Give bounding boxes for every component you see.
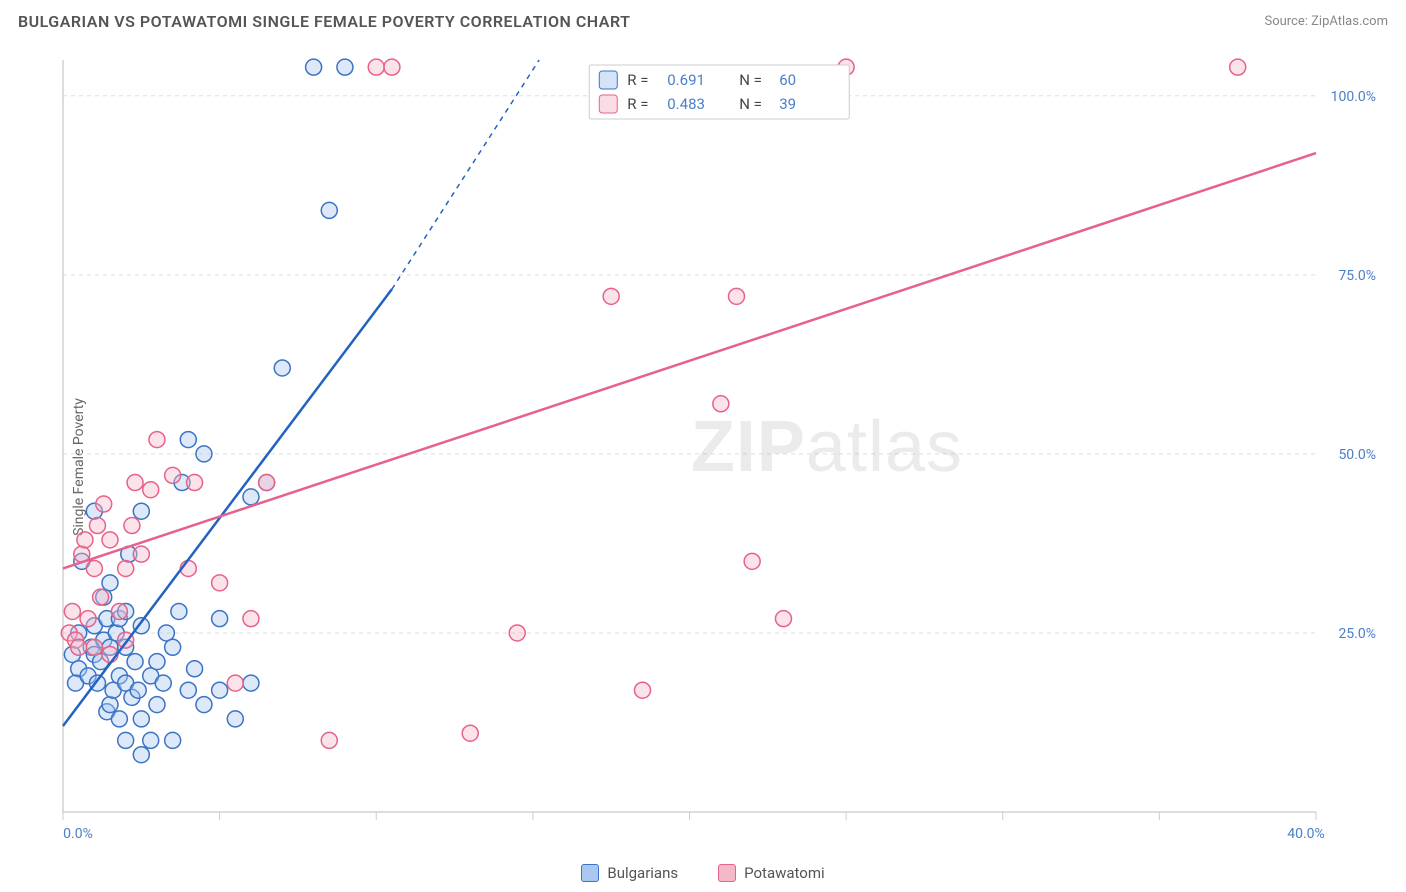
- svg-text:40.0%: 40.0%: [1287, 826, 1325, 842]
- svg-text:50.0%: 50.0%: [1338, 447, 1376, 463]
- svg-text:0.483: 0.483: [667, 95, 705, 113]
- svg-text:25.0%: 25.0%: [1338, 626, 1376, 642]
- svg-text:N =: N =: [739, 95, 762, 113]
- svg-text:75.0%: 75.0%: [1338, 268, 1376, 284]
- legend-item-potawatomi: Potawatomi: [718, 864, 825, 882]
- svg-text:60: 60: [779, 71, 796, 89]
- legend-label: Potawatomi: [744, 864, 825, 882]
- svg-text:R =: R =: [627, 95, 648, 113]
- source-label: Source: ZipAtlas.com: [1264, 14, 1388, 29]
- svg-text:100.0%: 100.0%: [1331, 89, 1376, 105]
- legend: Bulgarians Potawatomi: [0, 864, 1406, 882]
- chart-title: BULGARIAN VS POTAWATOMI SINGLE FEMALE PO…: [18, 12, 630, 31]
- legend-chip-icon: [581, 864, 599, 882]
- svg-text:N =: N =: [739, 71, 762, 89]
- svg-text:0.691: 0.691: [667, 71, 705, 89]
- legend-label: Bulgarians: [607, 864, 678, 882]
- legend-item-bulgarians: Bulgarians: [581, 864, 678, 882]
- legend-chip-icon: [718, 864, 736, 882]
- svg-text:R =: R =: [627, 71, 648, 89]
- svg-text:39: 39: [779, 95, 796, 113]
- svg-text:0.0%: 0.0%: [63, 826, 93, 842]
- scatter-plot: 25.0% 50.0% 75.0% 100.0% 0.0% 40.0% R = 0.691 N …: [55, 52, 1386, 842]
